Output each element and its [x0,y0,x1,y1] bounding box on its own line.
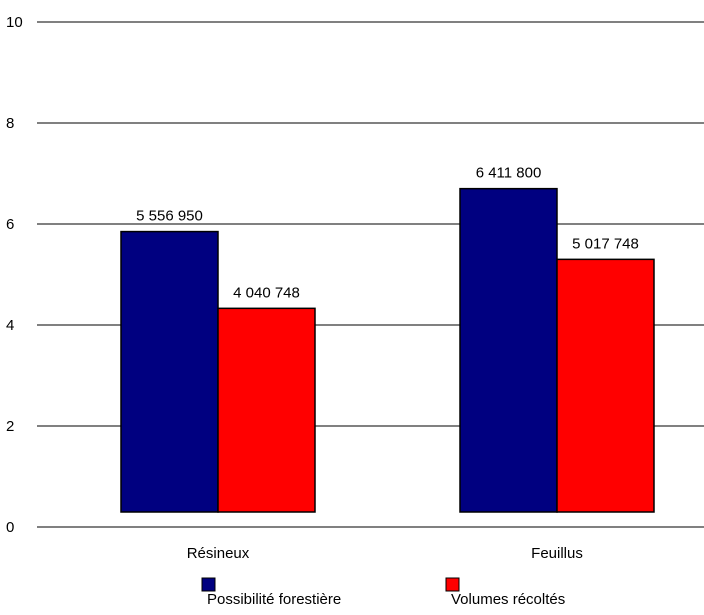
legend-label: Volumes récoltés [451,591,565,608]
data-labels: 5 556 950 4 040 748 6 411 800 5 017 748 [136,165,639,302]
bar-possibilite-0 [120,230,219,513]
category-labels: Résineux Feuillus [187,545,583,562]
legend-swatch [201,577,216,592]
y-tick-label: 2 [6,418,14,435]
bar-possibilite-1 [459,187,558,513]
legend: Possibilité forestière Volumes récoltés [201,577,565,608]
y-tick-label: 0 [6,519,14,536]
bars [120,187,655,513]
bar-volumes-1 [556,258,655,513]
legend-label: Possibilité forestière [207,591,341,608]
y-tick-label: 8 [6,115,14,132]
data-label: 5 556 950 [136,208,203,225]
data-label: 5 017 748 [572,235,639,252]
y-tick-label: 4 [6,317,14,334]
y-axis-ticks: 0 2 4 6 8 10 [6,14,23,536]
data-label: 6 411 800 [476,165,542,182]
y-tick-label: 6 [6,216,14,233]
bar-volumes-0 [217,307,316,513]
y-tick-label: 10 [6,14,23,31]
category-label: Résineux [187,545,250,562]
category-label: Feuillus [531,545,583,562]
data-label: 4 040 748 [233,284,300,301]
legend-swatch [445,577,460,592]
